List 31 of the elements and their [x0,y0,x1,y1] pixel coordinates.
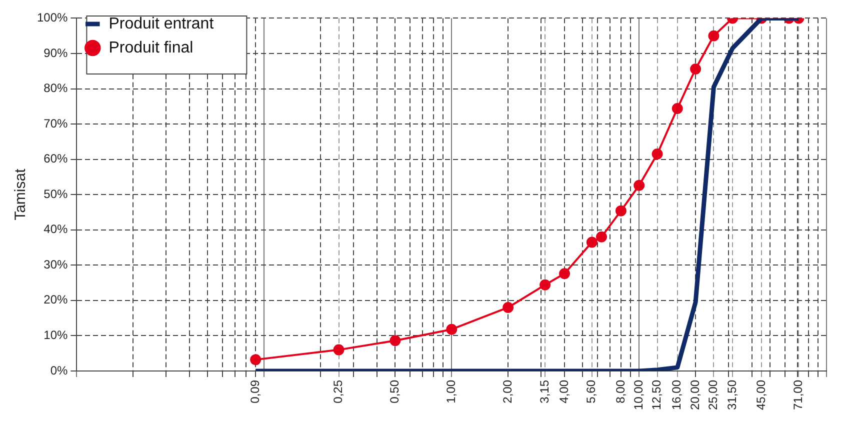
y-tick-label: 100% [36,10,68,25]
x-tick-label: 0,25 [331,380,346,404]
x-tick-label: 20,00 [688,380,702,410]
x-tick-label: 1,00 [444,380,458,404]
x-tick-label: 16,00 [670,380,684,410]
legend-label: Produit entrant [108,15,214,32]
y-tick-label: 40% [44,222,68,236]
y-tick-label: 0% [50,363,68,378]
x-tick-label: 25,00 [706,380,720,410]
x-tick-label: 31,50 [724,380,739,410]
y-tick-label: 50% [44,186,68,201]
x-tick-label: 12,50 [650,380,664,410]
y-axis-title: Tamisat [12,168,30,220]
x-tick-label: 8,00 [613,380,628,404]
y-tick-label: 20% [44,292,68,307]
x-tick-label: 10,00 [631,380,646,410]
y-tick-label: 60% [44,152,68,166]
x-tick-label: 4,00 [556,380,571,404]
x-tick-label: 0,50 [388,380,402,404]
legend-label: Produit final [108,39,194,56]
x-tick-label: 2,00 [500,380,514,404]
x-tick-label: 0,09 [248,380,262,404]
x-tick-label: 3,15 [537,380,552,404]
y-tick-label: 70% [44,116,68,130]
y-tick-label: 80% [44,81,68,96]
x-tick-label: 71,00 [791,380,806,410]
y-tick-label: 30% [44,257,68,272]
x-tick-label: 5,60 [584,380,598,404]
y-tick-label: 90% [44,46,68,60]
x-tick-label: 45,00 [754,380,768,410]
y-tick-label: 10% [44,328,68,342]
